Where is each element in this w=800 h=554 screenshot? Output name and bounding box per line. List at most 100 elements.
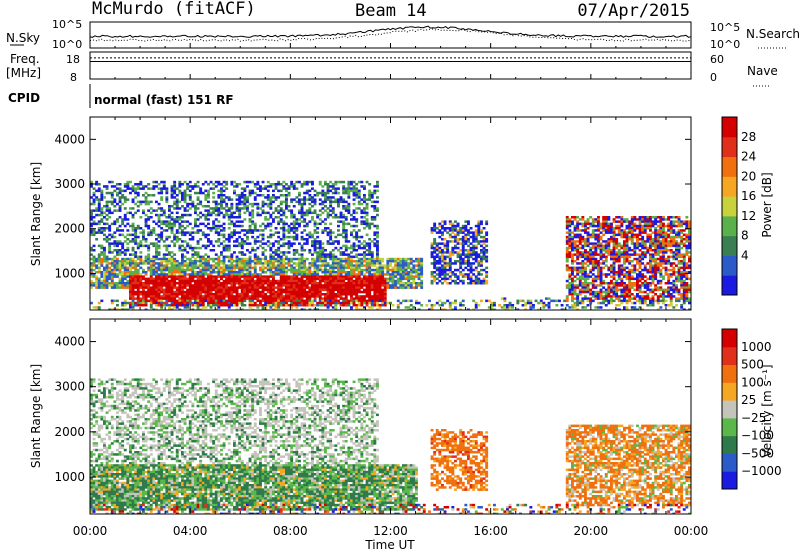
power-cell xyxy=(441,282,444,285)
power-cell xyxy=(220,282,223,285)
power-cell xyxy=(110,251,114,254)
power-cell xyxy=(118,249,122,252)
power-cell xyxy=(279,297,283,300)
power-cell xyxy=(157,246,161,250)
power-cell xyxy=(248,257,252,261)
power-cell xyxy=(181,257,184,261)
power-cell xyxy=(589,299,593,303)
power-cell xyxy=(357,244,361,248)
power-cell xyxy=(292,273,296,276)
power-cell xyxy=(233,185,236,188)
power-cell xyxy=(337,187,340,190)
power-cell xyxy=(477,273,481,276)
power-cell xyxy=(571,220,574,223)
power-cell xyxy=(243,189,247,193)
power-cell xyxy=(342,253,346,256)
power-cell xyxy=(149,266,153,270)
power-cell xyxy=(256,288,260,292)
power-cell xyxy=(155,290,158,294)
power-cell xyxy=(105,275,109,278)
power-cell xyxy=(264,211,268,215)
power-cell xyxy=(160,220,164,223)
power-cell xyxy=(578,255,582,259)
power-cell xyxy=(282,211,286,215)
power-cell xyxy=(438,255,442,259)
power-cell xyxy=(204,246,208,250)
power-cell xyxy=(227,282,231,285)
power-cell xyxy=(261,282,265,285)
power-cell xyxy=(181,224,184,228)
power-cell xyxy=(269,301,273,305)
power-cell xyxy=(279,213,283,217)
power-cell xyxy=(246,260,249,263)
power-cell xyxy=(303,238,307,241)
power-cell xyxy=(274,185,278,188)
power-cell xyxy=(222,282,226,285)
power-cell xyxy=(191,266,195,270)
power-cell xyxy=(287,251,291,254)
power-cell xyxy=(337,257,340,261)
power-cell xyxy=(360,242,364,245)
power-cell xyxy=(337,266,340,270)
power-cell xyxy=(194,266,197,270)
power-cell xyxy=(196,286,200,289)
power-cell xyxy=(292,231,296,234)
power-cell xyxy=(591,299,595,303)
power-cell xyxy=(175,268,179,272)
power-cell xyxy=(576,222,580,226)
power-cell xyxy=(90,222,93,226)
power-cell xyxy=(368,284,372,287)
power-cell xyxy=(350,299,353,303)
power-cell xyxy=(368,246,372,250)
power-cell xyxy=(238,194,242,197)
power-cell xyxy=(194,183,197,186)
power-cell xyxy=(402,284,405,287)
power-cell xyxy=(181,288,184,292)
power-cell xyxy=(344,288,348,292)
power-cell xyxy=(100,207,104,210)
power-cell xyxy=(381,279,385,283)
power-cell xyxy=(199,297,203,300)
power-cell xyxy=(316,251,320,254)
power-cell xyxy=(516,299,520,303)
power-cell xyxy=(581,306,585,309)
power-cell xyxy=(547,297,551,300)
power-cell xyxy=(511,306,515,309)
power-cell xyxy=(409,262,413,265)
power-cell xyxy=(105,257,109,261)
power-cell xyxy=(188,213,192,217)
power-cell xyxy=(389,286,392,289)
power-cell xyxy=(571,238,574,241)
power-cell xyxy=(311,273,314,276)
power-cell xyxy=(207,301,210,305)
power-cell xyxy=(152,227,156,230)
power-cell xyxy=(246,242,249,245)
power-cell xyxy=(417,273,421,276)
power-cell xyxy=(331,187,335,190)
power-cell xyxy=(222,295,226,298)
power-cell xyxy=(474,235,478,239)
power-cell xyxy=(321,211,325,215)
power-cell xyxy=(261,253,265,256)
power-cell xyxy=(201,299,205,303)
power-cell xyxy=(123,249,127,252)
power-cell xyxy=(274,299,278,303)
power-cell xyxy=(337,242,340,245)
power-cell xyxy=(357,191,361,195)
power-cell xyxy=(391,271,395,274)
power-cell xyxy=(240,253,244,256)
power-cell xyxy=(355,288,359,292)
power-cell xyxy=(467,238,470,241)
power-cell xyxy=(586,240,590,243)
power-cell xyxy=(183,273,187,276)
power-cell xyxy=(287,235,291,239)
power-cell xyxy=(261,304,265,307)
power-cell xyxy=(321,299,325,303)
power-cell xyxy=(295,286,299,289)
power-cell xyxy=(168,295,171,298)
power-cell xyxy=(168,222,171,226)
power-cell xyxy=(443,279,447,283)
power-cell xyxy=(433,304,437,307)
power-cell xyxy=(591,293,595,296)
power-cell xyxy=(342,304,346,307)
